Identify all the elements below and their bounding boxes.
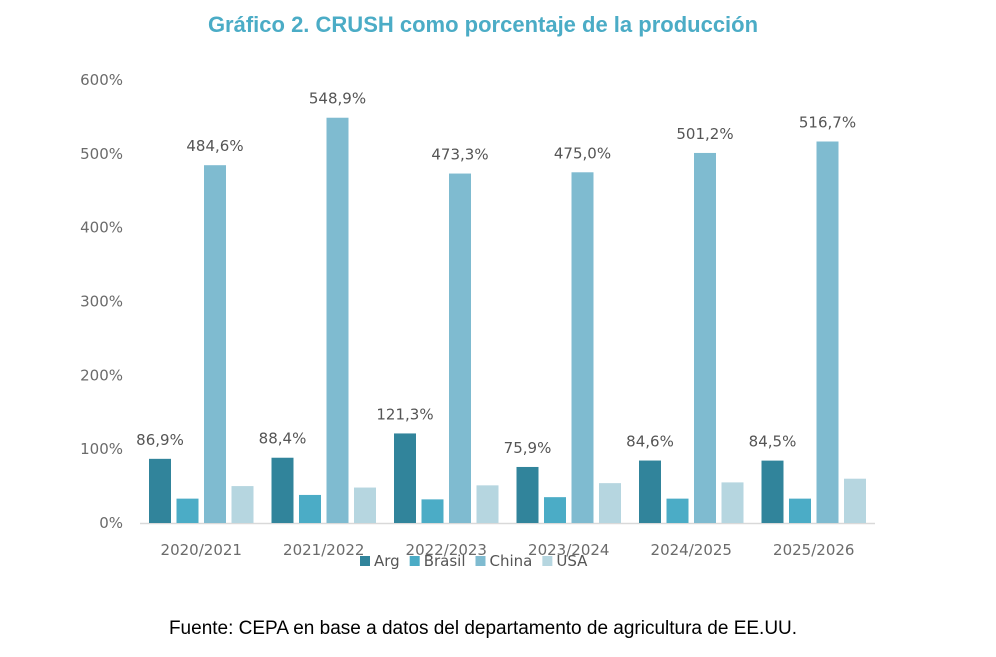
bar-usa [599,483,621,523]
y-tick-label: 200% [80,366,123,384]
bar-arg [271,457,294,523]
bar-china [326,117,349,524]
bar-usa [844,478,866,523]
bar-arg [394,433,416,523]
bar-chart: 0% 100% 200% 300% 400% 500% 600% 86,9% 484,6% 202… [80,71,875,570]
bar-brasil [176,498,199,523]
y-tick-label: 100% [80,440,123,458]
bar-china [571,172,594,523]
data-label: 548,9% [309,90,366,108]
x-tick-label: 2024/2025 [651,541,732,559]
legend-label-arg: Arg [374,552,400,570]
data-label: 473,3% [431,146,488,164]
x-tick-label: 2022/2023 [406,541,487,559]
source-note: Fuente: CEPA en base a datos del departa… [168,618,798,639]
y-tick-label: 400% [80,219,123,237]
bar-china [204,165,226,523]
bar-usa [231,486,254,523]
bar-brasil [299,494,321,523]
bar-usa [721,482,744,523]
legend-label-usa: USA [556,552,588,570]
y-tick-label: 600% [80,71,123,89]
legend-swatch-china [475,556,486,566]
data-label: 75,9% [504,439,552,457]
bar-arg [149,458,171,523]
bar-usa [476,485,499,523]
bar-china [449,173,471,524]
y-tick-label: 300% [80,293,123,311]
data-label: 516,7% [799,114,856,132]
bar-brasil [421,499,444,523]
data-label: 84,5% [749,433,797,451]
data-label: 86,9% [136,431,184,449]
bar-brasil [544,497,566,523]
legend-label-brasil: Brasil [424,552,466,570]
x-tick-label: 2025/2026 [773,541,854,559]
y-tick-label: 500% [80,145,123,163]
legend-swatch-brasil [409,556,420,566]
data-label: 84,6% [626,433,674,451]
data-label: 475,0% [554,144,611,162]
bar-china [816,141,839,523]
y-tick-label: 0% [99,514,123,532]
bar-china [694,152,716,523]
bar-usa [354,487,376,523]
chart-title: Gráfico 2. CRUSH como porcentaje de la p… [207,12,759,37]
data-label: 121,3% [376,405,433,423]
bar-brasil [789,498,811,523]
x-tick-label: 2023/2024 [528,541,609,559]
legend-swatch-usa [542,556,553,566]
data-label: 88,4% [259,430,307,448]
bar-brasil [666,498,689,523]
legend-swatch-arg [360,556,370,566]
data-label: 484,6% [186,137,243,155]
bar-arg [639,460,661,523]
x-tick-label: 2021/2022 [283,541,364,559]
bar-arg [761,460,784,523]
data-label: 501,2% [676,125,733,143]
x-tick-label: 2020/2021 [161,541,242,559]
legend-label-china: China [490,552,533,570]
bar-arg [516,466,539,523]
